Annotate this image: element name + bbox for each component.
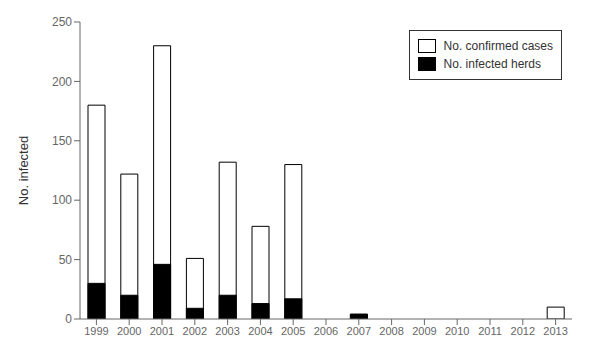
svg-text:2001: 2001: [150, 325, 174, 337]
svg-text:2000: 2000: [117, 325, 141, 337]
svg-text:250: 250: [52, 15, 72, 29]
svg-text:2010: 2010: [445, 325, 469, 337]
html-text:No. infected herds: No. infected herds: [443, 57, 541, 71]
svg-text:No. infected: No. infected: [16, 136, 31, 205]
svg-text:150: 150: [52, 134, 72, 148]
svg-text:0: 0: [65, 312, 72, 326]
svg-text:2004: 2004: [248, 325, 272, 337]
svg-text:2012: 2012: [511, 325, 535, 337]
svg-text:1999: 1999: [84, 325, 108, 337]
svg-text:2009: 2009: [412, 325, 436, 337]
svg-text:200: 200: [52, 75, 72, 89]
svg-text:2002: 2002: [183, 325, 207, 337]
svg-text:2003: 2003: [215, 325, 239, 337]
svg-text:100: 100: [52, 193, 72, 207]
svg-text:2013: 2013: [543, 325, 567, 337]
svg-text:2008: 2008: [379, 325, 403, 337]
svg-text:50: 50: [59, 253, 73, 267]
html-text:No. confirmed cases: No. confirmed cases: [443, 39, 553, 53]
svg-text:2005: 2005: [281, 325, 305, 337]
svg-text:2007: 2007: [347, 325, 371, 337]
svg-text:2006: 2006: [314, 325, 338, 337]
svg-text:2011: 2011: [478, 325, 502, 337]
